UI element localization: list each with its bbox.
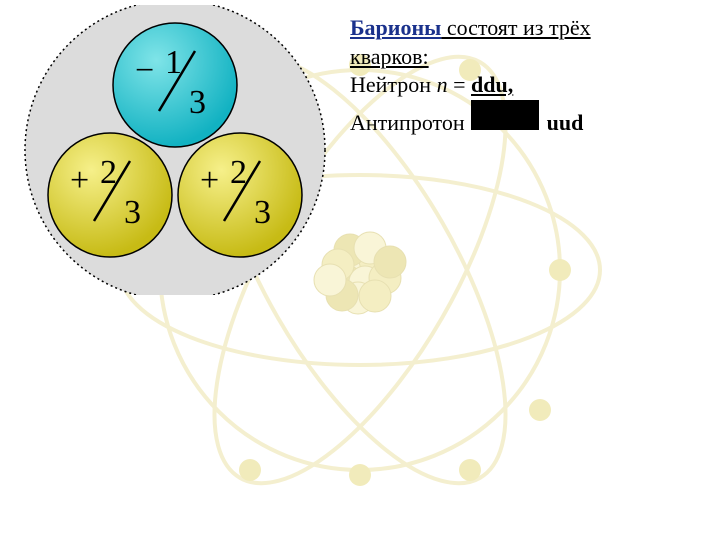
baryon-word: Барионы [350,15,441,40]
svg-text:+: + [70,162,89,199]
description-text: Барионы состоят из трёх кварков: Нейтрон… [350,14,710,137]
uud: uud [547,109,584,137]
line1-rest: состоят из трёх [441,15,590,40]
svg-text:+: + [200,162,219,199]
neutron-symbol: n [437,72,448,97]
equals: = [448,72,471,97]
line-2: кварков: [350,43,710,71]
line-1: Барионы состоят из трёх [350,14,710,42]
quark-diagram: −13+23+23 [15,5,335,295]
svg-text:−: − [135,52,154,89]
line-4: Антипротон uud [350,100,710,137]
svg-text:3: 3 [254,194,271,231]
redacted-box [471,100,539,130]
antiproton-label: Антипротон [350,109,465,137]
svg-text:3: 3 [124,194,141,231]
svg-text:3: 3 [189,84,206,121]
ddu: ddu, [471,72,513,97]
line-3: Нейтрон n = ddu, [350,71,710,99]
neutron-label: Нейтрон [350,72,437,97]
